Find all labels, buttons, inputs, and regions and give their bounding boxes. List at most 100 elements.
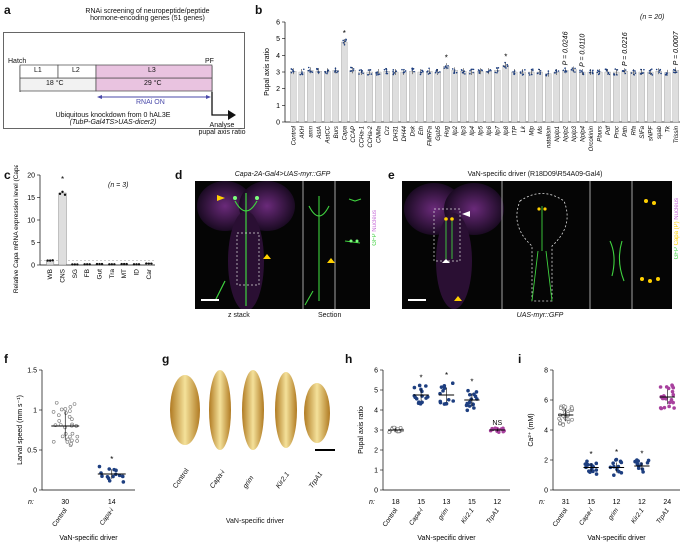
h-tick-label: Capa-i [408,507,425,527]
e-scale-bar [408,299,426,301]
h-annotation: NS [492,420,502,427]
b-bar [332,70,339,123]
f-point [54,400,59,405]
c-point [145,262,148,265]
h-n-value: 13 [443,499,451,506]
c-tick-label: Car [146,268,153,279]
b-tick-label: AstA [317,126,323,140]
panel-a-title: RNAi screening of neuropeptide/peptide h… [40,8,255,22]
i-point [664,385,669,389]
b-bar [579,71,586,123]
b-point [554,71,556,74]
b-point [582,73,585,76]
b-tick-label: sNPF [648,126,654,141]
h-point [438,399,443,404]
b-point [480,69,483,71]
b-point [502,65,505,67]
b-point [370,73,373,75]
c-point [85,263,89,266]
b-pvalue: P = 0.0007 [673,30,680,65]
b-point [496,71,498,74]
b-point [673,68,675,71]
b-bar [621,71,628,123]
b-ytick-label: 2 [276,86,280,93]
b-ytick-label: 0 [276,120,280,127]
h-point [442,402,447,406]
i-point [670,384,675,388]
b-point [334,69,337,72]
b-point [624,72,627,75]
b-bar [562,70,569,123]
i-n-value: 12 [638,499,646,506]
c-tick-label: WB [47,269,54,279]
i-point [671,392,676,397]
f-point [70,417,74,421]
h-point [442,386,447,390]
b-point [360,71,363,73]
b-point [539,73,541,75]
f-ytick-label: 1 [33,408,37,415]
b-point [537,72,539,74]
b-tick-label: Control [291,125,297,145]
b-bar [536,71,543,123]
b-tick-label: Rfa [631,125,637,135]
b-bar [375,71,382,123]
b-point [642,72,644,74]
b-point [532,69,534,72]
b-bar [545,73,552,123]
b-tick-label: Ptth [623,125,629,136]
b-bar [502,65,509,123]
b-point [453,72,456,74]
z-stack-label: z stack [228,312,250,319]
b-point [307,69,310,72]
b-tick-label: CCHa-2 [368,125,374,147]
i-point [594,472,599,476]
i-point [667,404,671,409]
b-bar [451,70,458,123]
h-n-value: 15 [417,499,425,506]
b-point [404,70,407,72]
i-point [672,406,676,410]
i-n-value: 24 [663,499,671,506]
c-tick-label: FB [84,269,91,277]
b-point [664,73,667,76]
c-point [108,263,111,266]
b-ytick-label: 5 [276,36,280,43]
b-point [334,67,337,70]
b-point [461,71,464,74]
b-point [377,73,380,76]
b-point [651,74,654,76]
h-point [501,429,506,434]
stage-L3-label: L3 [148,67,156,74]
b-bar [443,66,450,123]
h-n-value: 18 [392,499,400,506]
b-point [385,72,388,75]
c-point [83,263,86,266]
f-point [69,441,74,446]
b-bar [485,71,492,123]
b-point [489,68,492,71]
i-point [639,462,643,466]
b-point [522,73,525,76]
i-point [594,468,599,472]
f-point [121,480,126,484]
h-point [471,402,475,407]
b-tick-label: Ilp4 [470,125,476,135]
b-point [478,72,481,74]
b-point [547,72,550,75]
c-tick-label: SG [72,269,79,278]
b-point [607,71,610,74]
b-tick-label: Orcokinin [589,125,595,151]
f-point [60,434,65,439]
i-point [658,385,663,389]
h-annotation: * [420,374,423,383]
b-tick-label: SIFa [640,125,646,138]
c-point [71,263,74,266]
b-tick-label: DH31 [393,126,399,141]
b-tick-label: Nplp4 [580,125,586,141]
panel-i-label: i [518,352,522,366]
b-point [650,68,653,70]
i-point [591,469,595,474]
b-point [621,69,624,72]
